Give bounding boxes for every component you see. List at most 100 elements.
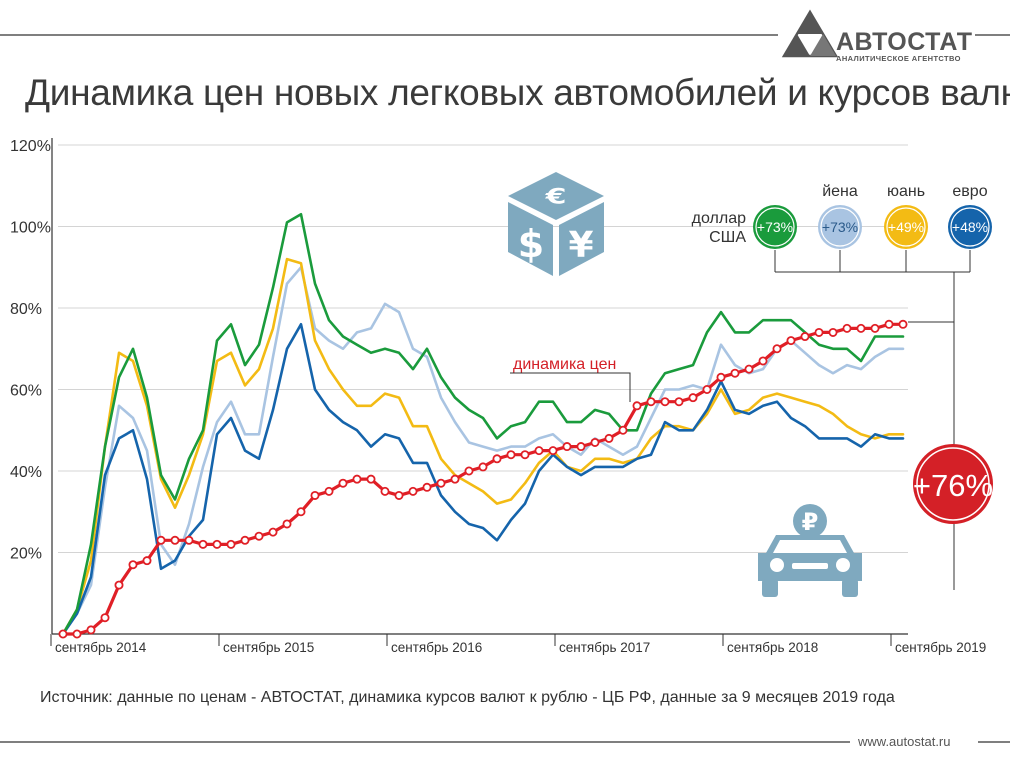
price-marker bbox=[814, 327, 824, 337]
legend-yuan-value: +49% bbox=[888, 219, 924, 235]
price-marker bbox=[506, 450, 516, 460]
total-change-badge: +76% bbox=[913, 444, 993, 524]
price-marker bbox=[394, 490, 404, 500]
y-tick-label: 80% bbox=[10, 301, 42, 318]
price-marker bbox=[436, 478, 446, 488]
svg-text:$: $ bbox=[518, 222, 544, 266]
chart-title: Динамика цен новых легковых автомобилей … bbox=[25, 72, 1010, 113]
price-marker bbox=[128, 560, 138, 570]
price-marker bbox=[716, 372, 726, 382]
car-ruble-icon: ₽ bbox=[758, 504, 862, 597]
price-marker bbox=[282, 519, 292, 529]
price-dynamics-label: динамика цен bbox=[513, 356, 616, 373]
legend-euro-value: +48% bbox=[952, 219, 988, 235]
legend-euro-circle bbox=[948, 205, 992, 249]
price-marker bbox=[324, 486, 334, 496]
price-markers bbox=[58, 319, 908, 639]
x-tick-label: сентябрь 2015 bbox=[223, 640, 314, 655]
price-marker bbox=[758, 356, 768, 366]
price-marker bbox=[310, 490, 320, 500]
price-marker bbox=[548, 446, 558, 456]
price-marker bbox=[730, 368, 740, 378]
x-tick-label: сентябрь 2019 bbox=[895, 640, 986, 655]
y-tick-label: 60% bbox=[10, 383, 42, 400]
price-marker bbox=[198, 539, 208, 549]
price-marker bbox=[72, 629, 82, 639]
legend-dollar-ring bbox=[755, 207, 795, 247]
legend-dollar-label: доллар bbox=[692, 210, 746, 227]
legend-dollar-label-2: США bbox=[709, 229, 746, 246]
logo-name: АВТОСТАТ bbox=[836, 28, 973, 56]
price-marker bbox=[114, 580, 124, 590]
svg-text:¥: ¥ bbox=[568, 225, 593, 266]
website-url[interactable]: www.autostat.ru bbox=[858, 734, 951, 749]
legend-yen-label: йена bbox=[822, 183, 858, 200]
price-marker bbox=[254, 531, 264, 541]
price-marker bbox=[646, 397, 656, 407]
series-line-yen bbox=[61, 265, 905, 636]
legend-yuan-label: юань bbox=[887, 183, 925, 200]
price-marker bbox=[240, 535, 250, 545]
currency-cube-icon: € $ ¥ bbox=[508, 172, 604, 276]
legend-bracket bbox=[774, 250, 971, 590]
price-label-leader bbox=[510, 372, 631, 402]
x-tick-label: сентябрь 2016 bbox=[391, 640, 482, 655]
price-marker bbox=[604, 433, 614, 443]
logo-subtitle: АНАЛИТИЧЕСКОЕ АГЕНТСТВО bbox=[836, 54, 961, 63]
legend-euro-label: евро bbox=[952, 183, 987, 200]
legend-yen-ring bbox=[820, 207, 860, 247]
price-marker bbox=[226, 539, 236, 549]
y-tick-label: 120% bbox=[10, 138, 51, 155]
price-marker bbox=[660, 397, 670, 407]
legend-yuan-circle bbox=[884, 205, 928, 249]
price-marker bbox=[632, 401, 642, 411]
price-marker bbox=[884, 319, 894, 329]
price-marker bbox=[800, 332, 810, 342]
legend-dollar-circle bbox=[753, 205, 797, 249]
price-marker bbox=[58, 629, 68, 639]
x-tick-label: сентябрь 2014 bbox=[55, 640, 147, 655]
price-marker bbox=[352, 474, 362, 484]
price-marker bbox=[86, 625, 96, 635]
price-marker bbox=[366, 474, 376, 484]
x-tick-label: сентябрь 2017 bbox=[559, 640, 650, 655]
series-layer bbox=[61, 213, 905, 636]
price-marker bbox=[296, 507, 306, 517]
y-tick-label: 100% bbox=[10, 220, 51, 237]
price-marker bbox=[576, 442, 586, 452]
price-marker bbox=[100, 613, 110, 623]
y-tick-label: 40% bbox=[10, 464, 42, 481]
legend-euro-ring bbox=[950, 207, 990, 247]
price-marker bbox=[156, 535, 166, 545]
price-marker bbox=[268, 527, 278, 537]
axes: 120% 100% 80% 60% 40% 20% сентябрь 2014 сентябр… bbox=[10, 138, 986, 655]
x-tick-label: сентябрь 2018 bbox=[727, 640, 818, 655]
legend-yen-circle bbox=[818, 205, 862, 249]
source-note: Источник: данные по ценам - АВТОСТАТ, ди… bbox=[40, 689, 895, 706]
series-line-yuan bbox=[61, 257, 905, 636]
price-marker bbox=[856, 323, 866, 333]
price-marker bbox=[184, 535, 194, 545]
price-marker bbox=[464, 466, 474, 476]
price-marker bbox=[674, 397, 684, 407]
price-marker bbox=[380, 486, 390, 496]
price-marker bbox=[870, 323, 880, 333]
series-line-euro bbox=[61, 322, 905, 636]
price-marker bbox=[898, 319, 908, 329]
price-marker bbox=[562, 442, 572, 452]
total-change-value: +76% bbox=[913, 468, 993, 503]
price-marker bbox=[590, 437, 600, 447]
y-tick-label: 20% bbox=[10, 546, 42, 563]
autostat-logo-icon bbox=[781, 9, 839, 58]
legend-dollar-value: +73% bbox=[757, 219, 793, 235]
price-marker bbox=[212, 539, 222, 549]
price-marker bbox=[492, 454, 502, 464]
price-marker bbox=[520, 450, 530, 460]
legend: +73% +73% +49% +48% доллар США йена юань евро bbox=[692, 183, 992, 249]
svg-text:₽: ₽ bbox=[802, 508, 819, 536]
price-marker bbox=[170, 535, 180, 545]
series-line-dollar bbox=[61, 213, 905, 636]
price-marker bbox=[744, 364, 754, 374]
price-marker bbox=[786, 336, 796, 346]
price-marker bbox=[618, 425, 628, 435]
